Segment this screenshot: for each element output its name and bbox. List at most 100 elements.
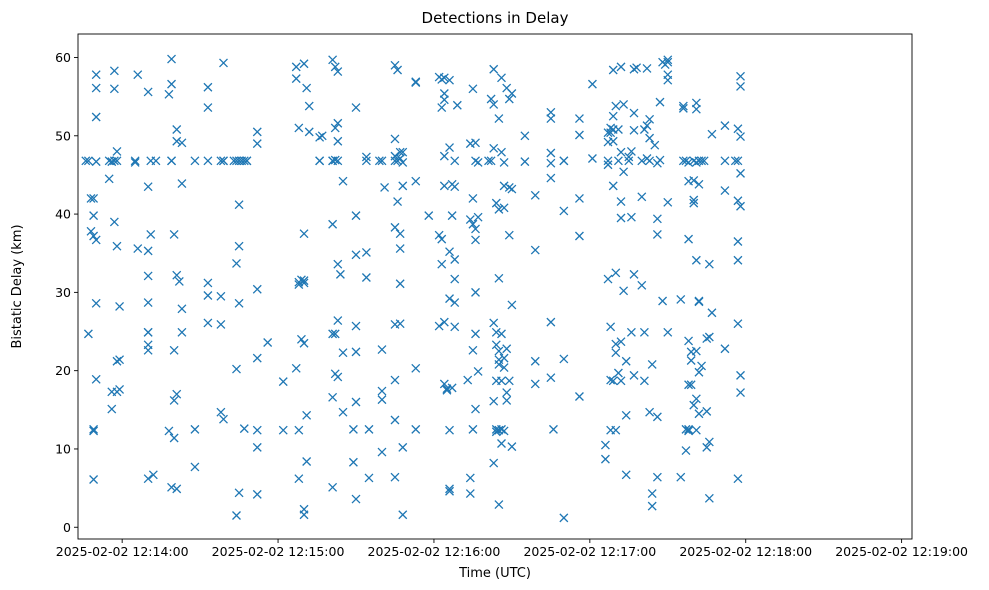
data-point-marker (216, 291, 226, 301)
data-point-marker (684, 426, 694, 436)
data-point-marker (494, 114, 504, 124)
data-point-marker (720, 156, 730, 166)
data-point-marker (351, 321, 361, 331)
data-point-marker (684, 336, 694, 346)
data-point-marker (639, 125, 649, 134)
data-point-marker (507, 184, 517, 194)
data-point-marker (133, 244, 143, 253)
data-point-marker (499, 426, 509, 436)
data-point-marker (395, 244, 405, 253)
data-point-marker (587, 154, 597, 163)
data-point-marker (613, 125, 623, 134)
data-point-marker (393, 197, 403, 207)
data-point-marker (684, 234, 694, 244)
data-point-marker (252, 139, 262, 149)
data-point-marker (439, 89, 449, 98)
data-point-marker (619, 286, 629, 296)
data-point-marker (489, 143, 499, 153)
data-point-marker (333, 67, 343, 77)
data-point-marker (639, 327, 649, 337)
data-point-marker (81, 156, 91, 166)
data-point-marker (530, 190, 540, 200)
data-point-marker (642, 63, 652, 73)
data-point-marker (361, 247, 371, 257)
data-point-marker (468, 219, 478, 229)
data-point-marker (608, 136, 618, 146)
data-point-marker (546, 114, 556, 124)
data-point-marker (104, 174, 114, 184)
data-point-marker (351, 494, 361, 504)
data-point-marker (694, 409, 704, 419)
data-point-marker (608, 111, 618, 121)
data-point-marker (335, 269, 345, 279)
data-point-marker (465, 473, 475, 483)
data-point-marker (328, 482, 338, 492)
data-point-marker (629, 370, 639, 380)
data-point-marker (733, 474, 743, 484)
data-point-marker (130, 157, 140, 167)
data-point-marker (91, 83, 101, 93)
data-point-marker (109, 66, 119, 76)
data-point-marker (328, 329, 338, 339)
data-point-marker (364, 424, 374, 434)
data-point-marker (720, 344, 730, 354)
data-point-marker (434, 230, 444, 240)
data-point-marker (91, 298, 101, 308)
data-point-marker (507, 89, 517, 98)
data-point-marker (613, 368, 623, 378)
data-point-marker (177, 327, 187, 337)
data-point-marker (91, 374, 101, 384)
data-point-marker (91, 235, 101, 245)
data-point-marker (333, 118, 343, 128)
data-point-marker (398, 181, 408, 191)
data-point-marker (109, 217, 119, 227)
y-tick-label: 10 (55, 441, 71, 456)
data-point-marker (450, 255, 460, 264)
data-point-marker (639, 376, 649, 386)
data-point-marker (333, 156, 343, 166)
data-point-marker (169, 345, 179, 355)
data-point-marker (294, 474, 304, 484)
data-point-marker (112, 146, 122, 156)
data-point-marker (686, 356, 696, 365)
data-point-marker (507, 442, 517, 452)
data-point-marker (439, 379, 449, 389)
data-point-marker (299, 338, 309, 348)
data-point-marker (574, 193, 584, 203)
data-point-marker (491, 340, 501, 350)
data-point-marker (115, 355, 125, 365)
data-point-marker (390, 415, 400, 425)
data-point-marker (681, 156, 691, 166)
data-point-marker (115, 302, 125, 311)
y-tick-label: 40 (55, 207, 71, 222)
data-point-marker (91, 112, 101, 122)
y-tick-label: 20 (55, 363, 71, 378)
data-point-marker (450, 298, 460, 308)
data-point-marker (216, 156, 226, 166)
data-point-marker (704, 259, 714, 269)
data-point-marker (203, 318, 213, 328)
data-point-marker (351, 397, 361, 407)
data-point-marker (133, 70, 143, 80)
data-point-marker (621, 470, 631, 480)
data-point-marker (395, 319, 405, 329)
data-point-marker (559, 513, 569, 523)
data-point-marker (629, 108, 639, 118)
data-point-marker (437, 234, 447, 244)
data-point-marker (707, 129, 717, 139)
data-point-marker (616, 213, 626, 223)
data-point-marker (676, 294, 686, 304)
x-tick-label: 2025-02-02 12:16:00 (368, 544, 501, 559)
data-point-marker (89, 193, 99, 203)
data-point-marker (736, 132, 745, 142)
data-point-marker (530, 379, 540, 389)
data-point-marker (333, 259, 343, 269)
data-point-marker (445, 425, 454, 435)
data-point-marker (702, 406, 712, 416)
data-point-marker (694, 367, 704, 377)
data-point-marker (252, 353, 262, 363)
data-point-marker (115, 384, 125, 394)
data-point-marker (499, 203, 509, 213)
data-point-marker (167, 54, 176, 64)
